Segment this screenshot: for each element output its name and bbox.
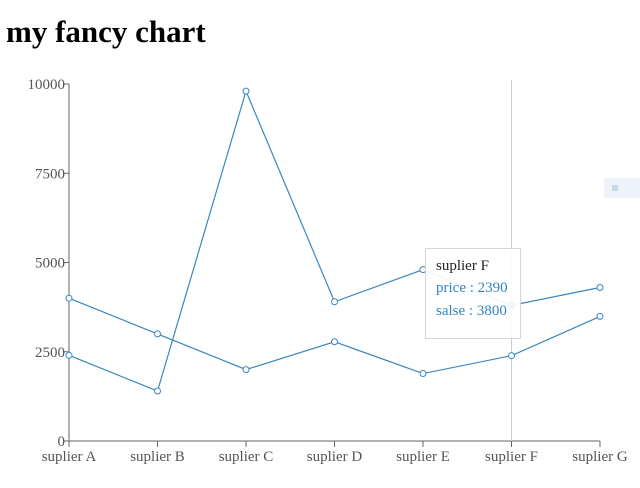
legend-marker-icon bbox=[612, 185, 618, 191]
chart-title: my fancy chart bbox=[6, 14, 206, 49]
series-line-price bbox=[68, 89, 601, 392]
data-point[interactable] bbox=[65, 294, 73, 302]
tooltip-row-price: price : 2390 bbox=[436, 280, 508, 296]
data-point[interactable] bbox=[65, 351, 73, 359]
x-tick-label: suplier B bbox=[130, 449, 185, 465]
tooltip-row-label: price bbox=[436, 280, 466, 296]
x-tick-label: suplier E bbox=[396, 449, 450, 465]
data-point[interactable] bbox=[154, 387, 161, 395]
series-points[interactable] bbox=[65, 87, 604, 395]
x-tick-label: suplier G bbox=[572, 449, 628, 465]
legend-stub[interactable] bbox=[604, 178, 640, 198]
tooltip-title: suplier F bbox=[436, 258, 489, 274]
data-point[interactable] bbox=[508, 352, 515, 360]
x-tick-label: suplier A bbox=[42, 449, 97, 465]
data-point[interactable] bbox=[154, 330, 161, 338]
data-point[interactable] bbox=[331, 338, 338, 346]
tooltip: suplier F price : 2390 salse : 3800 bbox=[425, 248, 521, 339]
y-tick-label: 7500 bbox=[35, 166, 65, 182]
data-point[interactable] bbox=[331, 298, 338, 306]
y-tick-label: 10000 bbox=[28, 77, 66, 93]
x-tick-label: suplier C bbox=[219, 449, 274, 465]
data-point[interactable] bbox=[596, 283, 604, 291]
data-point[interactable] bbox=[242, 87, 250, 95]
y-tick-label: 0 bbox=[58, 434, 66, 450]
data-point[interactable] bbox=[596, 312, 604, 320]
tooltip-row-value: 3800 bbox=[476, 303, 507, 319]
y-tick-label: 2500 bbox=[35, 345, 65, 361]
tooltip-row-value: 2390 bbox=[477, 280, 508, 296]
x-tick-label: suplier D bbox=[307, 449, 363, 465]
data-point[interactable] bbox=[242, 366, 250, 374]
axes: 0 2500 5000 7500 10000 suplier A suplier B supl… bbox=[28, 77, 628, 465]
y-tick-label: 5000 bbox=[35, 256, 65, 272]
x-tick-label: suplier F bbox=[485, 449, 538, 465]
data-point[interactable] bbox=[419, 370, 427, 378]
tooltip-row-label: salse bbox=[436, 303, 466, 319]
tooltip-row-salse: salse : 3800 bbox=[436, 303, 507, 319]
series-lines bbox=[68, 89, 601, 392]
